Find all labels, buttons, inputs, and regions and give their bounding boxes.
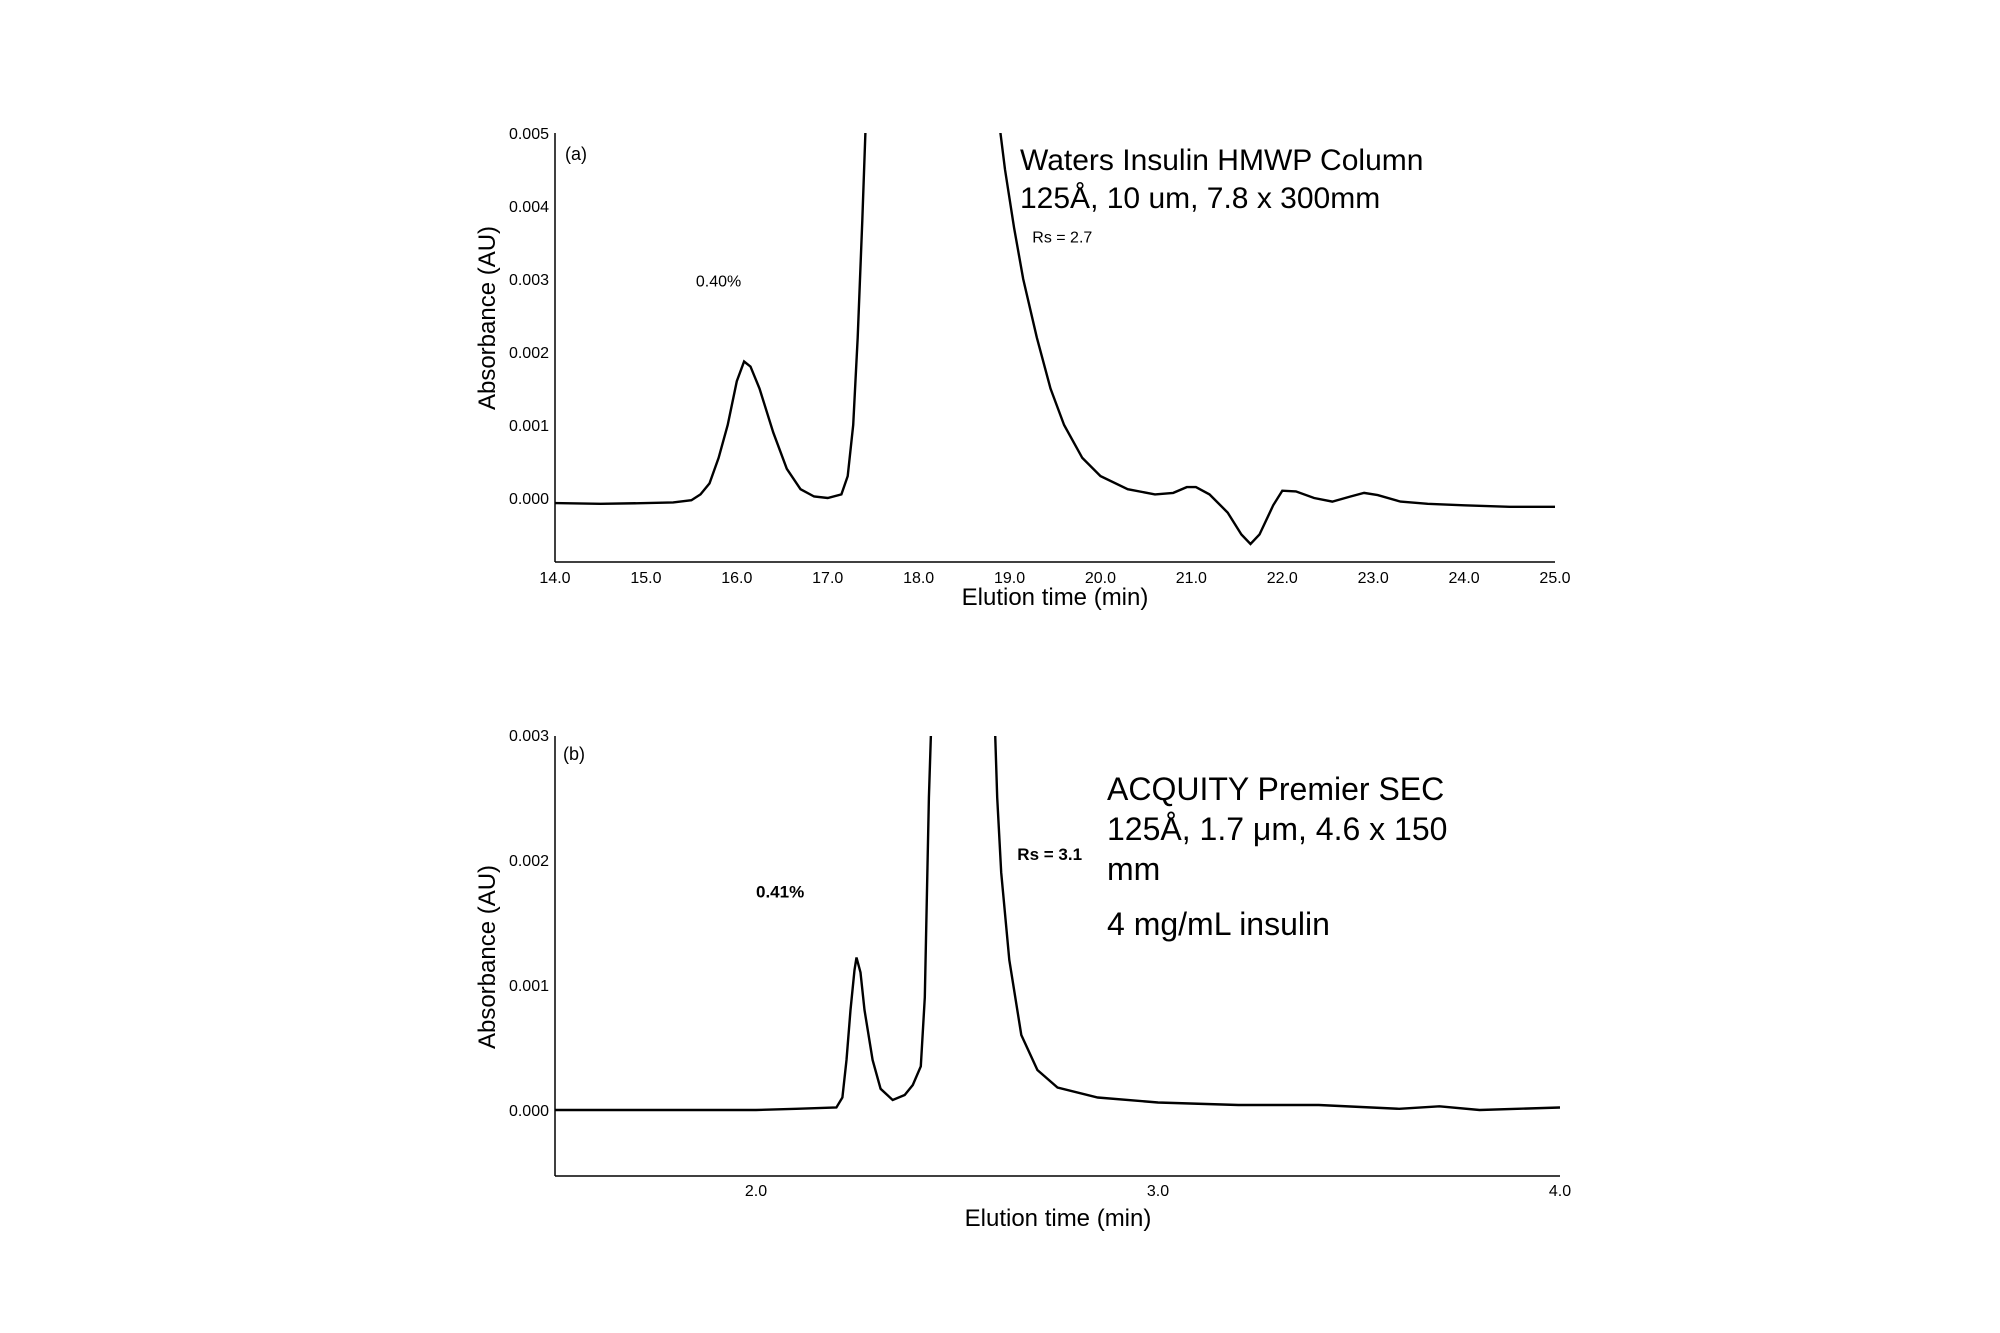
y-ticks: 0.000 0.001 0.002 0.003 0.004 0.005 [509, 126, 549, 508]
annotation-percent: 0.41% [756, 883, 804, 902]
y-tick-label: 0.003 [509, 272, 549, 289]
x-tick-label: 2.0 [745, 1183, 767, 1200]
column-info-line-2: 125Å, 10 um, 7.8 x 300mm [1020, 182, 1380, 215]
x-ticks: 14.0 15.0 16.0 17.0 18.0 19.0 20.0 21.0 22.0 23.0… [539, 570, 1570, 587]
y-tick-label: 0.004 [509, 199, 549, 216]
annotation-resolution: Rs = 3.1 [1017, 845, 1082, 864]
annotation-percent: 0.40% [696, 273, 741, 290]
x-tick-label: 19.0 [994, 570, 1025, 587]
x-tick-label: 21.0 [1176, 570, 1207, 587]
x-tick-label: 3.0 [1147, 1183, 1169, 1200]
x-tick-label: 4.0 [1549, 1183, 1571, 1200]
column-info-line-2: 125Å, 1.7 μm, 4.6 x 150 [1107, 811, 1447, 847]
x-tick-label: 23.0 [1358, 570, 1389, 587]
x-tick-label: 17.0 [812, 570, 843, 587]
x-tick-label: 22.0 [1267, 570, 1298, 587]
y-ticks: 0.000 0.001 0.002 0.003 [509, 728, 549, 1120]
x-tick-label: 25.0 [1539, 570, 1570, 587]
chart-panel-b: 2.0 3.0 4.0 0.000 0.001 0.002 0.003 (b) Eluti… [474, 728, 1571, 1232]
y-axis-title: Absorbance (AU) [474, 865, 501, 1049]
y-tick-label: 0.005 [509, 126, 549, 143]
x-tick-label: 20.0 [1085, 570, 1116, 587]
y-tick-label: 0.001 [509, 978, 549, 995]
x-tick-label: 16.0 [721, 570, 752, 587]
x-ticks: 2.0 3.0 4.0 [745, 1183, 1571, 1200]
series-line [555, 133, 1555, 546]
x-tick-label: 14.0 [539, 570, 570, 587]
y-tick-label: 0.000 [509, 1103, 549, 1120]
x-axis-title: Elution time (min) [962, 584, 1149, 611]
x-tick-label: 15.0 [630, 570, 661, 587]
column-info-line-3: mm [1107, 851, 1160, 887]
sample-info: 4 mg/mL insulin [1107, 906, 1330, 942]
y-axis-title: Absorbance (AU) [474, 226, 501, 410]
annotation-resolution: Rs = 2.7 [1032, 230, 1092, 247]
column-info-line-1: ACQUITY Premier SEC [1107, 771, 1444, 807]
column-info-line-1: Waters Insulin HMWP Column [1020, 144, 1423, 177]
y-tick-label: 0.003 [509, 728, 549, 745]
series-line [555, 736, 1560, 1112]
x-axis-title: Elution time (min) [965, 1205, 1152, 1232]
y-tick-label: 0.002 [509, 853, 549, 870]
y-tick-label: 0.001 [509, 418, 549, 435]
y-tick-label: 0.002 [509, 345, 549, 362]
y-tick-label: 0.000 [509, 491, 549, 508]
panel-label: (a) [565, 144, 587, 164]
chart-panel-a: 14.0 15.0 16.0 17.0 18.0 19.0 20.0 21.0 22.0 23.0… [474, 126, 1571, 611]
x-tick-label: 24.0 [1449, 570, 1480, 587]
panel-label: (b) [563, 744, 585, 764]
x-tick-label: 18.0 [903, 570, 934, 587]
